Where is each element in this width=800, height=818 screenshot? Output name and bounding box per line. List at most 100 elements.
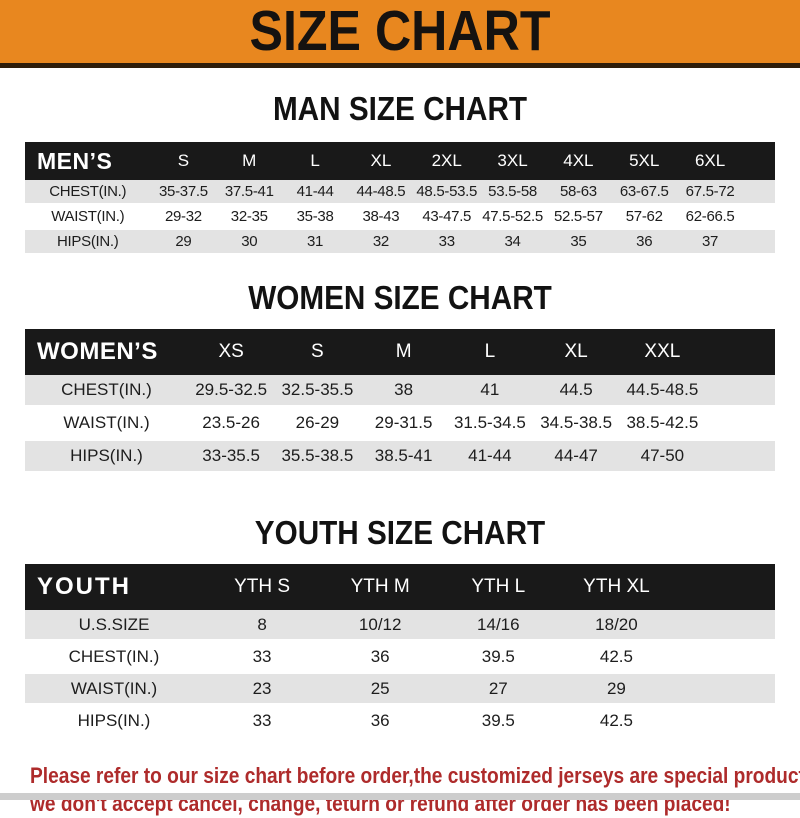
filler-cell	[705, 375, 775, 408]
size-value: 42.5	[557, 640, 676, 674]
table-row: WAIST(IN.) 23.5-26 26-29 29-31.5 31.5-34.5 34…	[25, 406, 775, 441]
size-value: 44-47	[533, 439, 620, 474]
size-value: 29	[150, 229, 217, 255]
size-column-header: XXL	[619, 329, 706, 375]
size-column-header: YTH M	[321, 564, 440, 610]
size-value: 38.5-41	[360, 439, 447, 474]
size-value: 31.5-34.5	[446, 406, 533, 441]
filler-cell	[743, 142, 775, 180]
size-value: 10/12	[321, 610, 440, 642]
row-label: HIPS(IN.)	[25, 229, 151, 255]
table-row: WAIST(IN.) 23 25 27 29	[25, 672, 775, 706]
filler-cell	[705, 406, 775, 441]
filler-cell	[675, 640, 775, 674]
youth-size-table: YOUTH YTH S YTH M YTH L YTH XL U.S.SIZE 8 10/12…	[25, 564, 775, 738]
size-value: 23.5-26	[188, 406, 275, 441]
size-value: 39.5	[439, 640, 558, 674]
size-value: 29-32	[150, 204, 217, 230]
row-label: HIPS(IN.)	[25, 704, 203, 738]
section-heading-man: MAN SIZE CHART	[272, 90, 528, 127]
size-value: 29-31.5	[360, 406, 447, 441]
size-value: 41-44	[282, 180, 348, 205]
size-value: 36	[321, 704, 440, 738]
size-column-header: S	[150, 142, 217, 180]
footer-note: Please refer to our size chart before or…	[0, 762, 800, 818]
table-row: HIPS(IN.) 33 36 39.5 42.5	[25, 704, 775, 738]
size-value: 62-66.5	[677, 204, 743, 230]
filler-cell	[675, 672, 775, 706]
size-value: 43-47.5	[413, 204, 480, 230]
size-column-header: XL	[533, 329, 620, 375]
row-label: WAIST(IN.)	[25, 204, 151, 230]
size-value: 63-67.5	[611, 180, 678, 205]
row-label: HIPS(IN.)	[25, 439, 188, 474]
size-value: 57-62	[611, 204, 678, 230]
filler-cell	[743, 204, 775, 230]
page-title: SIZE CHART	[249, 0, 551, 63]
size-value: 32.5-35.5	[274, 375, 361, 408]
table-corner-label: MEN’S	[25, 142, 151, 180]
section-heading-women: WOMEN SIZE CHART	[248, 279, 552, 316]
size-value: 33	[203, 640, 322, 674]
table-row: HIPS(IN.) 33-35.5 35.5-38.5 38.5-41 41-44 44-…	[25, 439, 775, 474]
size-value: 8	[203, 610, 322, 642]
filler-cell	[743, 180, 775, 205]
women-size-table: WOMEN’S XS S M L XL XXL CHEST(IN.) 29.5-32.5 32.5…	[25, 329, 775, 474]
size-value: 37	[677, 229, 743, 255]
size-value: 34.5-38.5	[533, 406, 620, 441]
size-value: 31	[282, 229, 348, 255]
filler-cell	[705, 329, 775, 375]
bottom-edge-strip	[0, 793, 800, 800]
size-value: 53.5-58	[479, 180, 546, 205]
size-value: 23	[203, 672, 322, 706]
size-value: 32	[347, 229, 414, 255]
size-value: 36	[611, 229, 678, 255]
size-value: 44-48.5	[347, 180, 414, 205]
size-value: 14/16	[439, 610, 558, 642]
table-row: U.S.SIZE 8 10/12 14/16 18/20	[25, 610, 775, 642]
size-value: 47.5-52.5	[479, 204, 546, 230]
size-value: 47-50	[619, 439, 706, 474]
size-column-header: XL	[347, 142, 414, 180]
size-value: 35	[545, 229, 612, 255]
size-header-row: YOUTH YTH S YTH M YTH L YTH XL	[25, 564, 775, 610]
row-label: CHEST(IN.)	[25, 180, 151, 205]
row-label: U.S.SIZE	[25, 610, 203, 642]
size-value: 29	[557, 672, 676, 706]
size-value: 37.5-41	[216, 180, 283, 205]
size-value: 30	[216, 229, 283, 255]
size-value: 38-43	[347, 204, 414, 230]
size-value: 32-35	[216, 204, 283, 230]
size-value: 48.5-53.5	[413, 180, 480, 205]
size-value: 67.5-72	[677, 180, 743, 205]
table-row: WAIST(IN.) 29-32 32-35 35-38 38-43 43-47.5 47.…	[25, 204, 775, 230]
size-value: 29.5-32.5	[188, 375, 275, 408]
size-value: 35-37.5	[150, 180, 217, 205]
table-corner-label: WOMEN’S	[25, 329, 188, 375]
man-size-table: MEN’S S M L XL 2XL 3XL 4XL 5XL 6XL CHEST(IN.) 35-37…	[25, 142, 775, 255]
size-column-header: XS	[188, 329, 275, 375]
size-value: 27	[439, 672, 558, 706]
size-value: 39.5	[439, 704, 558, 738]
size-value: 41	[446, 375, 533, 408]
size-value: 36	[321, 640, 440, 674]
size-value: 41-44	[446, 439, 533, 474]
size-column-header: L	[282, 142, 348, 180]
filler-cell	[743, 229, 775, 255]
size-value: 52.5-57	[545, 204, 612, 230]
table-row: CHEST(IN.) 29.5-32.5 32.5-35.5 38 41 44.5 44.5…	[25, 375, 775, 408]
size-value: 44.5-48.5	[619, 375, 706, 408]
size-value: 25	[321, 672, 440, 706]
table-row: HIPS(IN.) 29 30 31 32 33 34 35 36 37	[25, 229, 775, 255]
row-label: CHEST(IN.)	[25, 640, 203, 674]
filler-cell	[675, 564, 775, 610]
filler-cell	[675, 610, 775, 642]
title-banner: SIZE CHART	[0, 0, 800, 68]
row-label: WAIST(IN.)	[25, 406, 188, 441]
size-column-header: 2XL	[413, 142, 480, 180]
size-value: 35.5-38.5	[274, 439, 361, 474]
row-label: CHEST(IN.)	[25, 375, 188, 408]
size-column-header: 5XL	[611, 142, 678, 180]
size-column-header: M	[360, 329, 447, 375]
size-header-row: MEN’S S M L XL 2XL 3XL 4XL 5XL 6XL	[25, 142, 775, 180]
